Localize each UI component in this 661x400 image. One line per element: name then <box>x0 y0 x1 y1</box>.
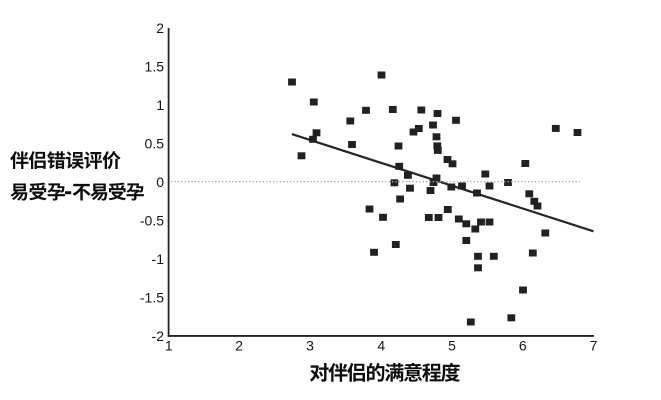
svg-text:2: 2 <box>235 338 243 354</box>
svg-text:4: 4 <box>377 338 385 354</box>
svg-text:-0.5: -0.5 <box>140 212 164 228</box>
svg-text:1: 1 <box>165 338 173 354</box>
svg-text:-1.5: -1.5 <box>140 289 164 305</box>
svg-text:1.5: 1.5 <box>145 59 165 75</box>
svg-text:-2: -2 <box>152 328 165 344</box>
svg-text:1: 1 <box>156 97 164 113</box>
svg-text:0.5: 0.5 <box>145 136 165 152</box>
svg-text:3: 3 <box>306 338 314 354</box>
svg-text:7: 7 <box>590 338 598 354</box>
svg-text:0: 0 <box>156 174 164 190</box>
svg-text:6: 6 <box>519 338 527 354</box>
svg-text:2: 2 <box>156 20 164 36</box>
svg-text:5: 5 <box>448 338 456 354</box>
svg-text:-1: -1 <box>152 251 165 267</box>
